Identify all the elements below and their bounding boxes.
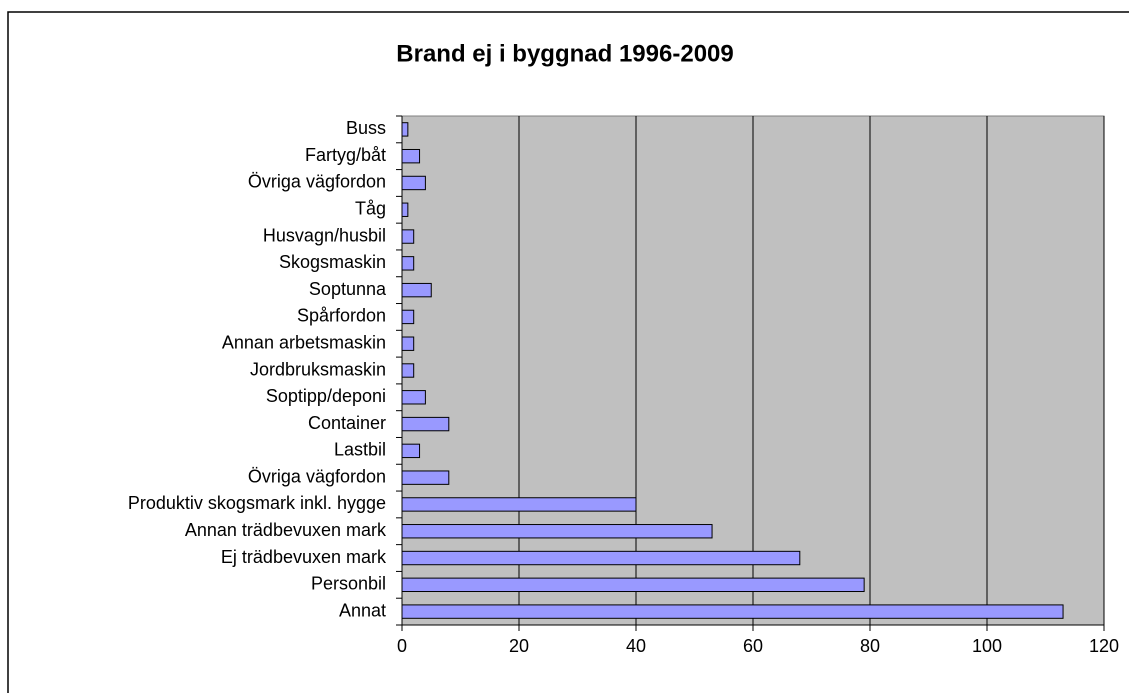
- bar: [401, 202, 409, 217]
- y-tick-label: Annan trädbevuxen mark: [185, 520, 387, 540]
- bar: [401, 497, 637, 512]
- x-tick-label: 40: [626, 636, 646, 656]
- y-tick-label: Soptunna: [309, 279, 387, 299]
- y-tick-label: Spårfordon: [297, 306, 386, 326]
- chart-title: Brand ej i byggnad 1996-2009: [396, 40, 733, 67]
- bar: [401, 604, 1064, 619]
- y-tick-label: Tåg: [355, 199, 386, 219]
- bar: [401, 550, 801, 566]
- y-tick-label: Annan arbetsmaskin: [222, 332, 386, 352]
- bar: [401, 443, 421, 459]
- bar: [401, 282, 432, 298]
- x-tick-label: 20: [509, 636, 529, 656]
- bar: [401, 390, 426, 405]
- bar: [401, 363, 415, 378]
- bar: [401, 416, 450, 432]
- bar: [401, 148, 421, 164]
- bar: [401, 577, 865, 593]
- y-tick-label: Produktiv skogsmark inkl. hygge: [128, 493, 386, 513]
- bar: [401, 256, 415, 271]
- x-tick-label: 100: [972, 636, 1002, 656]
- y-tick-label: Skogsmaskin: [279, 252, 386, 272]
- y-tick-label: Soptipp/deponi: [266, 386, 386, 406]
- x-tick-label: 80: [860, 636, 880, 656]
- bar: [401, 309, 415, 325]
- y-tick-label: Buss: [346, 118, 386, 138]
- y-tick-label: Ej trädbevuxen mark: [221, 547, 387, 567]
- y-tick-label: Övriga vägfordon: [248, 466, 386, 486]
- bar: [401, 336, 415, 351]
- y-tick-label: Husvagn/husbil: [263, 225, 386, 245]
- y-tick-label: Övriga vägfordon: [248, 172, 386, 192]
- bar: [401, 470, 450, 485]
- bar: [401, 175, 426, 191]
- x-tick-label: 60: [743, 636, 763, 656]
- y-tick-label: Annat: [339, 600, 386, 620]
- bar: [401, 524, 713, 539]
- y-tick-label: Container: [308, 413, 386, 433]
- x-tick-label: 120: [1089, 636, 1119, 656]
- bar: [401, 122, 409, 137]
- x-tick-label: 0: [397, 636, 407, 656]
- y-tick-label: Jordbruksmaskin: [250, 359, 386, 379]
- y-tick-label: Lastbil: [334, 440, 386, 460]
- bar: [401, 229, 415, 244]
- y-tick-label: Personbil: [311, 574, 386, 594]
- y-tick-label: Fartyg/båt: [305, 145, 386, 165]
